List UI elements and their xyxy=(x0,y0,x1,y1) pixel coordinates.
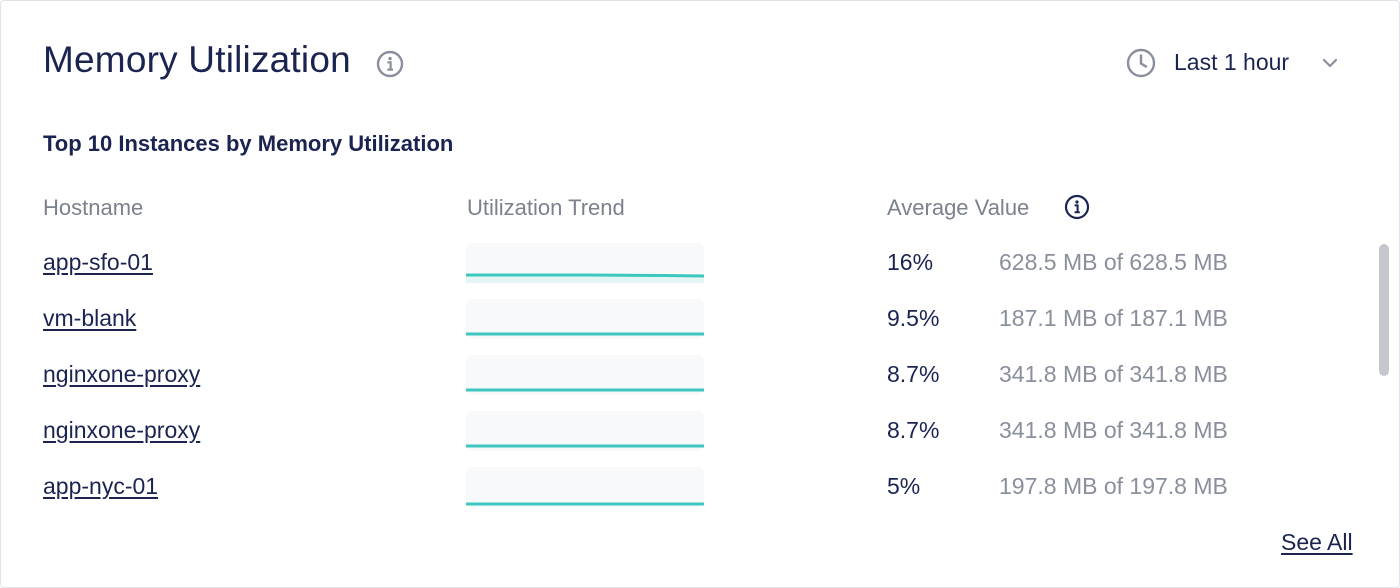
column-header-hostname: Hostname xyxy=(43,195,144,220)
table-row: app-nyc-01 5% 197.8 MB of 197.8 MB xyxy=(1,467,1371,523)
see-all-link[interactable]: See All xyxy=(1281,529,1353,555)
memory-usage: 197.8 MB of 197.8 MB xyxy=(999,473,1228,499)
table-row: nginxone-proxy 8.7% 341.8 MB of 341.8 MB xyxy=(1,411,1371,467)
info-icon[interactable] xyxy=(1064,194,1090,220)
memory-usage: 341.8 MB of 341.8 MB xyxy=(999,361,1228,387)
average-percent: 16% xyxy=(887,249,934,275)
average-percent: 5% xyxy=(887,473,921,499)
widget-title: Memory Utilization xyxy=(43,39,351,80)
column-header-utilization-trend: Utilization Trend xyxy=(467,195,625,220)
average-percent: 9.5% xyxy=(887,305,940,331)
hostname-link[interactable]: nginxone-proxy xyxy=(43,361,201,387)
hostname-link[interactable]: vm-blank xyxy=(43,305,137,331)
hostname-link[interactable]: nginxone-proxy xyxy=(43,417,201,443)
column-header-average-value: Average Value xyxy=(887,195,1030,220)
utilization-sparkline xyxy=(466,355,704,395)
memory-usage: 341.8 MB of 341.8 MB xyxy=(999,417,1228,443)
memory-usage: 628.5 MB of 628.5 MB xyxy=(999,249,1228,275)
time-range-label: Last 1 hour xyxy=(1174,49,1290,75)
section-subtitle: Top 10 Instances by Memory Utilization xyxy=(43,131,454,156)
utilization-sparkline xyxy=(466,243,704,283)
info-icon[interactable] xyxy=(376,50,404,78)
time-range-dropdown[interactable]: Last 1 hour xyxy=(1125,45,1347,81)
utilization-sparkline xyxy=(466,467,704,507)
table-row: app-sfo-01 16% 628.5 MB of 628.5 MB xyxy=(1,243,1371,299)
utilization-sparkline xyxy=(466,299,704,339)
utilization-sparkline xyxy=(466,411,704,451)
chevron-down-icon xyxy=(1322,58,1338,68)
table-row: vm-blank 9.5% 187.1 MB of 187.1 MB xyxy=(1,299,1371,355)
hostname-link[interactable]: app-nyc-01 xyxy=(43,473,159,499)
scrollbar[interactable] xyxy=(1379,244,1389,376)
hostname-link[interactable]: app-sfo-01 xyxy=(43,249,153,275)
average-percent: 8.7% xyxy=(887,361,940,387)
average-percent: 8.7% xyxy=(887,417,940,443)
clock-icon xyxy=(1126,48,1156,78)
table-row: nginxone-proxy 8.7% 341.8 MB of 341.8 MB xyxy=(1,355,1371,411)
memory-usage: 187.1 MB of 187.1 MB xyxy=(999,305,1228,331)
